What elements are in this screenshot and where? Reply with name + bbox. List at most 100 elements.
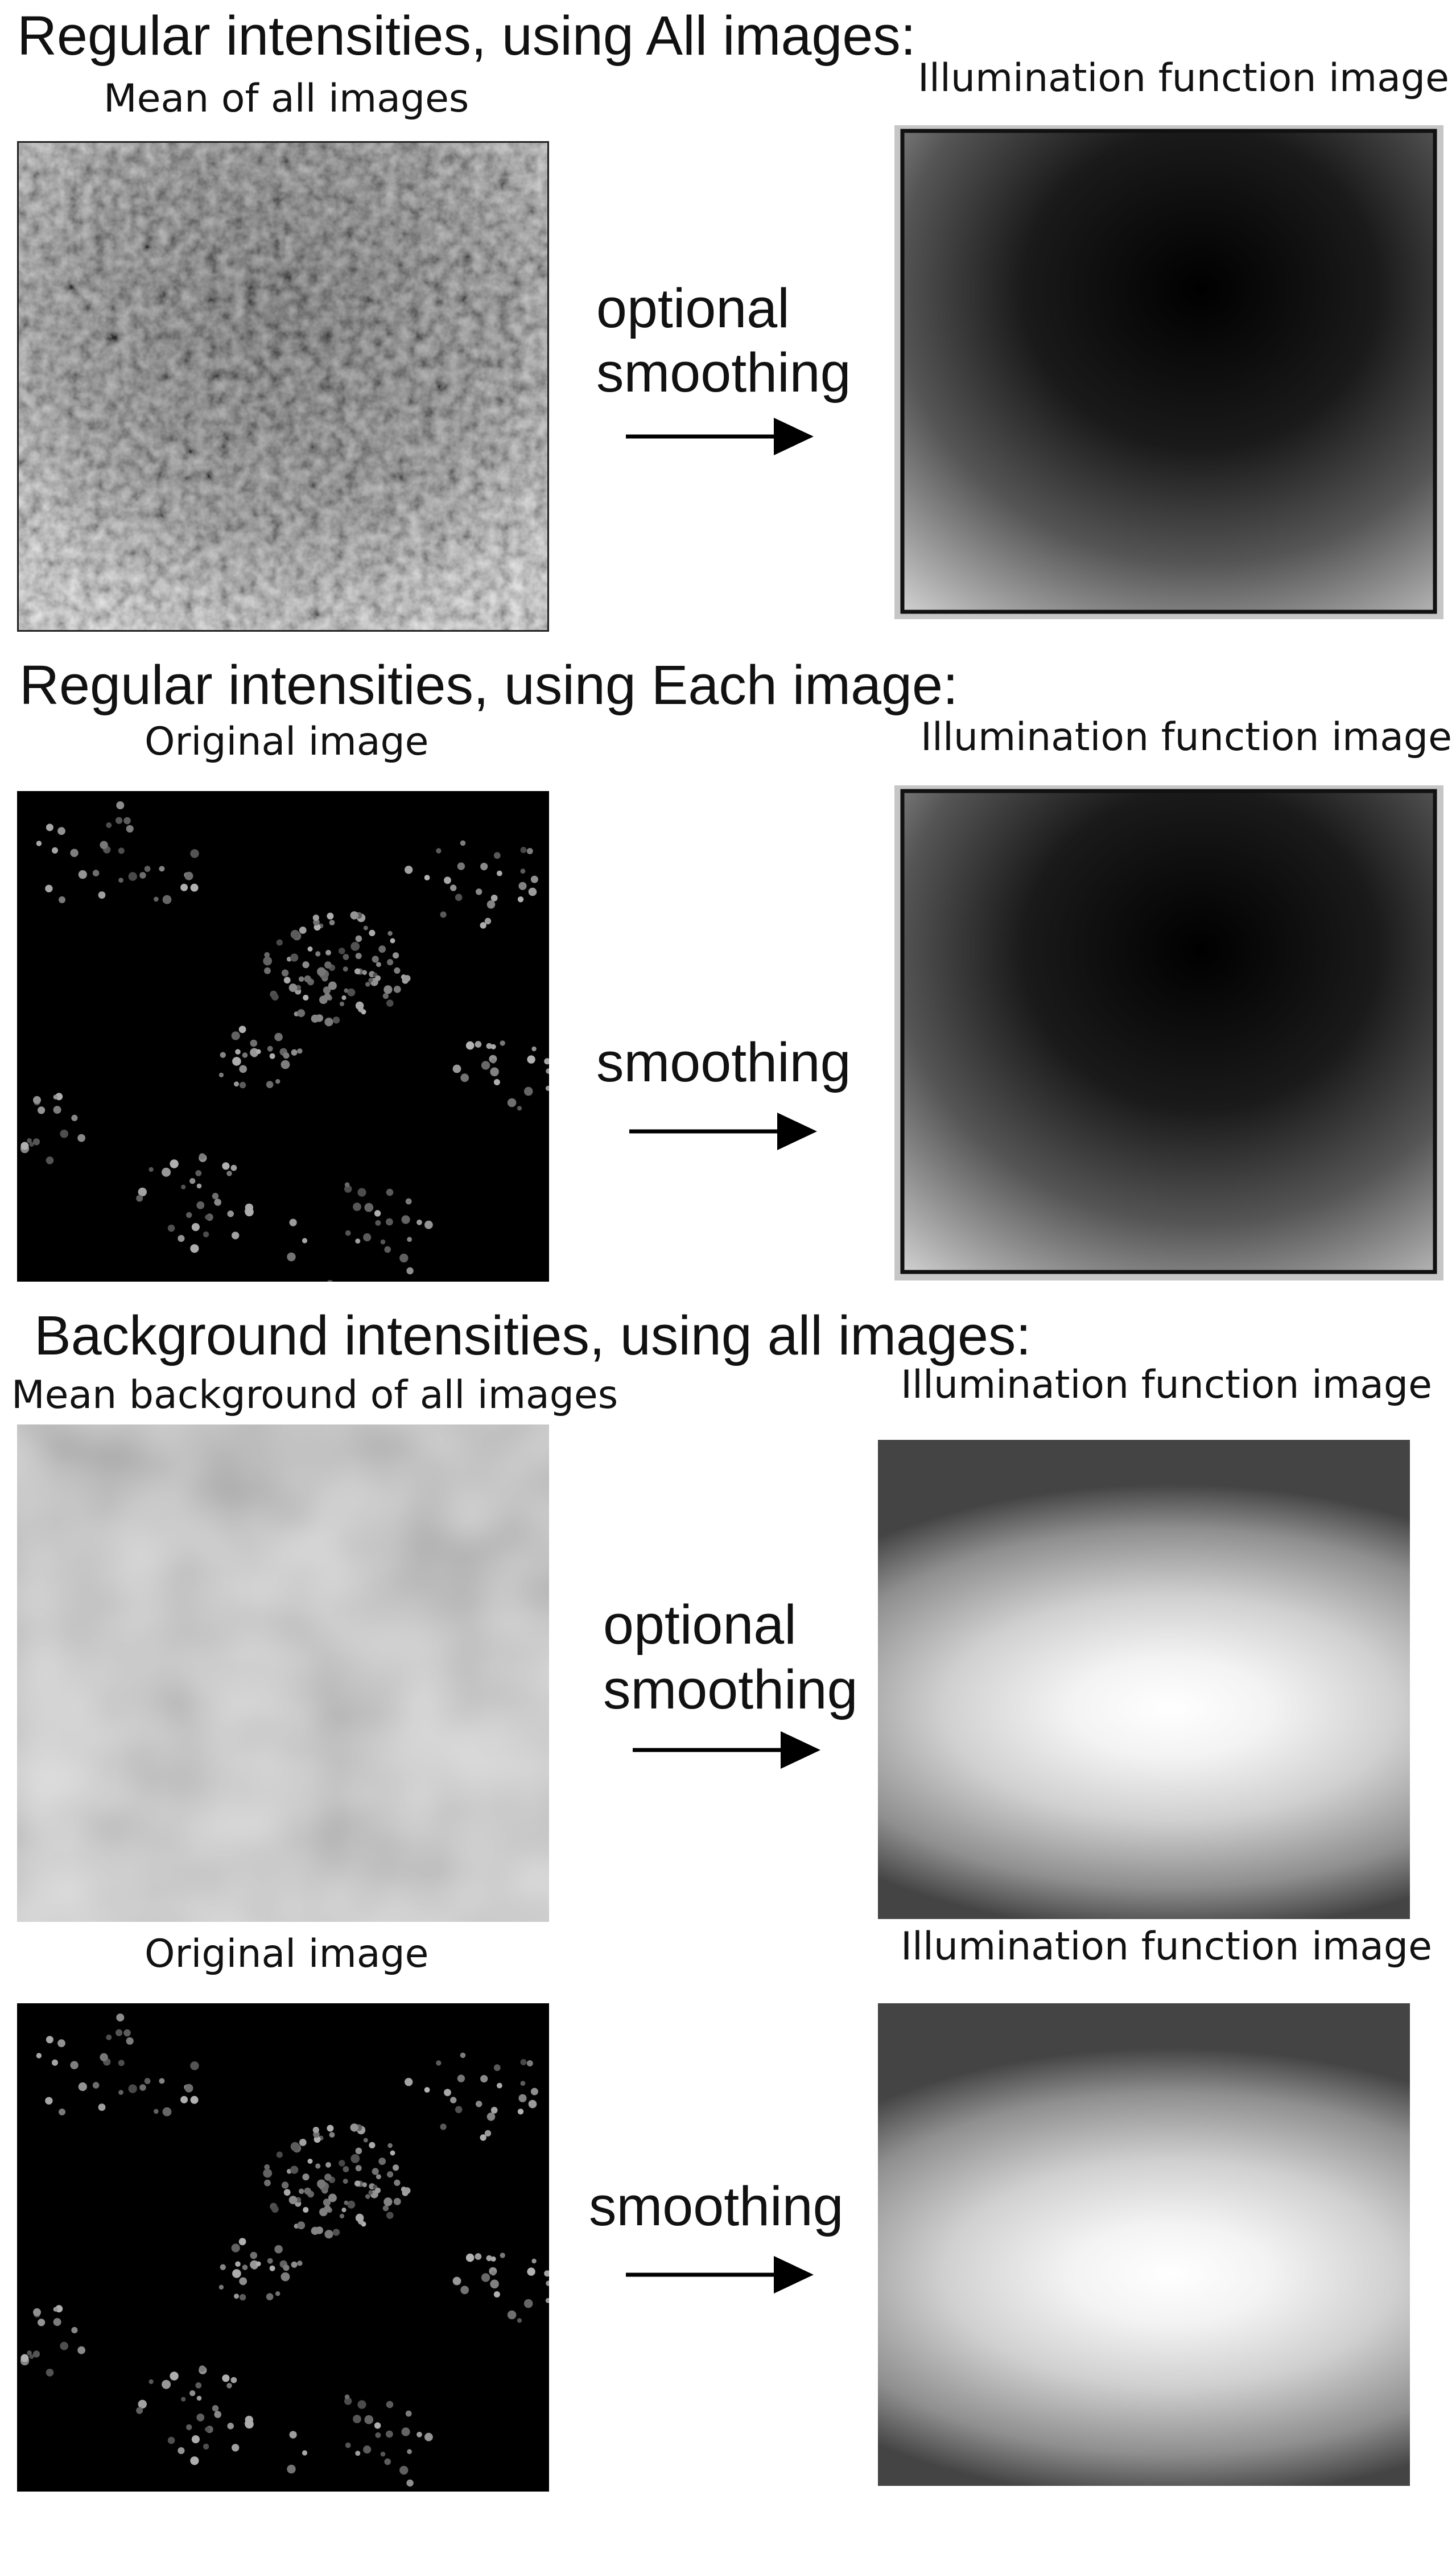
cell-dot xyxy=(238,2238,246,2246)
cell-dot xyxy=(452,1064,461,1073)
cell-dot xyxy=(304,2187,311,2195)
cell-dot xyxy=(490,2107,498,2114)
cell-dot xyxy=(136,1195,143,1202)
cell-dot xyxy=(33,1096,41,1104)
right-arrow-icon xyxy=(626,2256,814,2294)
cell-dot xyxy=(263,2168,273,2178)
cell-dot xyxy=(235,2261,241,2267)
cell-dot xyxy=(363,2445,372,2454)
section-title-1: Regular intensities, using All images: xyxy=(17,5,916,67)
cell-dot xyxy=(341,995,347,1000)
cell-dot xyxy=(353,2415,361,2423)
cell-dot xyxy=(399,1253,409,1263)
cell-dot xyxy=(368,978,373,983)
cell-dot xyxy=(329,920,335,925)
cell-dot xyxy=(290,953,299,962)
cell-dot xyxy=(386,999,394,1007)
cell-dot xyxy=(386,2430,393,2438)
illumination-function-panel-4 xyxy=(878,2003,1410,2486)
cell-dot xyxy=(57,2039,65,2048)
cell-dot xyxy=(455,2106,463,2114)
cell-dot xyxy=(405,2078,413,2086)
cell-dot xyxy=(128,872,137,881)
cell-dot xyxy=(269,1053,275,1059)
cell-dot xyxy=(324,2205,331,2212)
cell-dot xyxy=(341,2208,347,2213)
cell-dot xyxy=(339,2160,345,2167)
cell-dot xyxy=(289,1218,297,1226)
cell-dot xyxy=(317,967,326,977)
cell-dot xyxy=(190,883,199,892)
cell-dot xyxy=(500,1040,505,1046)
cell-dot xyxy=(544,1058,549,1065)
cell-dot xyxy=(250,2251,258,2259)
cell-dot xyxy=(481,2273,490,2282)
cell-dot xyxy=(403,2187,411,2194)
cell-dot xyxy=(57,827,65,835)
cell-dot xyxy=(490,2279,499,2289)
cell-dot xyxy=(195,2382,202,2389)
cell-dot xyxy=(302,2450,308,2456)
cell-dot xyxy=(232,2444,240,2452)
cell-dot xyxy=(393,952,399,959)
cell-dot xyxy=(339,948,345,954)
cell-dot xyxy=(264,2164,270,2170)
cell-dot xyxy=(231,2243,240,2253)
cell-dot xyxy=(457,2074,465,2082)
cell-dot xyxy=(344,1185,352,1193)
cell-dot xyxy=(527,1055,535,1064)
cell-dot xyxy=(159,866,165,872)
cell-dot xyxy=(199,2365,206,2372)
cell-dot xyxy=(455,894,463,901)
cell-dot xyxy=(118,847,125,854)
cell-dot xyxy=(315,951,321,957)
cell-dot xyxy=(382,2205,389,2212)
cell-dot xyxy=(29,1142,34,1147)
cell-dot xyxy=(29,2354,34,2359)
cell-dot xyxy=(324,2173,332,2181)
cell-dot xyxy=(271,2205,279,2213)
cell-dot xyxy=(416,2431,422,2438)
arrow-label-3-line1: optional xyxy=(603,1594,797,1656)
right-caption-4: Illumination function image xyxy=(901,1924,1432,1969)
cell-dot xyxy=(323,2198,331,2206)
cell-dot xyxy=(232,2269,241,2278)
arrow-label-3-line2: smoothing xyxy=(603,1658,858,1720)
cell-dot xyxy=(343,966,348,972)
cell-dot xyxy=(378,945,386,953)
arrow-label-2: smoothing xyxy=(596,1031,851,1093)
cell-dot xyxy=(486,2113,496,2121)
cell-dot xyxy=(263,956,273,966)
cell-dot xyxy=(239,2294,246,2301)
cell-dot xyxy=(242,2264,248,2270)
cell-dot xyxy=(302,961,310,969)
cell-dot xyxy=(530,2087,538,2095)
mean-background-panel xyxy=(17,1424,549,1922)
cell-dot xyxy=(403,975,411,982)
cell-dot xyxy=(304,975,311,983)
cell-dot xyxy=(256,1049,261,1055)
cell-dot xyxy=(33,2308,41,2316)
cell-dot xyxy=(32,2350,40,2358)
cell-dot xyxy=(203,2443,209,2450)
cell-dot xyxy=(520,868,526,874)
cell-dot xyxy=(424,875,430,880)
cell-dot xyxy=(302,2173,310,2181)
cell-dot xyxy=(486,900,496,909)
cell-dot xyxy=(189,1178,196,1184)
cell-dot xyxy=(365,982,370,987)
cell-dot xyxy=(180,883,188,891)
cell-dot xyxy=(98,891,106,899)
cell-dot xyxy=(239,1065,248,1073)
cell-dot xyxy=(46,1156,54,1164)
cell-dot xyxy=(36,2053,42,2058)
cell-dot xyxy=(460,1073,469,1082)
cell-dot xyxy=(307,2159,313,2164)
cell-dot xyxy=(332,1016,340,1024)
cell-dot xyxy=(327,1280,333,1282)
cell-dot xyxy=(118,2090,123,2095)
cell-dot xyxy=(329,2132,335,2138)
cell-dot xyxy=(180,2095,188,2103)
cell-dot xyxy=(126,2037,134,2045)
cell-dot xyxy=(527,2267,535,2276)
